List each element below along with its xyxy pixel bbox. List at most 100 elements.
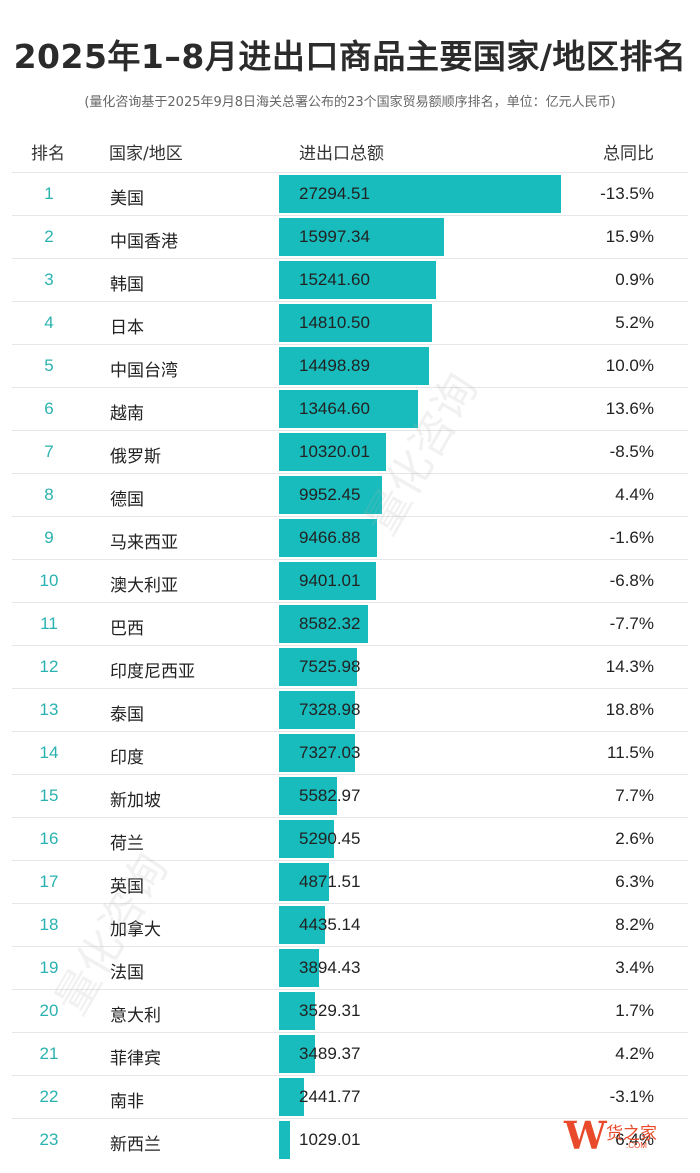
- yoy-cell: 2.6%: [615, 829, 654, 848]
- yoy-cell: -6.8%: [609, 571, 654, 590]
- country-cell: 法国: [110, 963, 144, 983]
- country-cell: 印度: [110, 748, 144, 768]
- amount-cell: 7525.98: [299, 657, 361, 676]
- rank-cell: 8: [44, 485, 54, 504]
- rank-cell: 6: [44, 399, 54, 418]
- amount-cell: 15241.60: [299, 270, 370, 289]
- amount-bar: [279, 562, 376, 600]
- page-subtitle: (量化咨询基于2025年9月8日海关总署公布的23个国家贸易额顺序排名，单位：亿…: [84, 95, 616, 110]
- table-row: 13 泰国 7328.98 18.8%: [12, 688, 688, 732]
- amount-bar: [279, 218, 444, 256]
- rank-cell: 14: [39, 743, 59, 762]
- country-cell: 南非: [110, 1092, 144, 1112]
- country-cell: 新西兰: [110, 1135, 161, 1155]
- amount-cell: 5582.97: [299, 786, 361, 805]
- amount-bar: [279, 863, 329, 901]
- yoy-cell: 0.9%: [615, 270, 654, 289]
- country-cell: 俄罗斯: [110, 447, 161, 467]
- amount-bar: [279, 304, 432, 342]
- yoy-cell: 3.4%: [615, 958, 654, 977]
- country-cell: 巴西: [110, 619, 144, 639]
- yoy-cell: 18.8%: [605, 700, 654, 719]
- table-row: 17 英国 4871.51 6.3%: [12, 860, 688, 904]
- amount-bar: [279, 476, 382, 514]
- yoy-cell: 7.7%: [615, 786, 654, 805]
- rank-cell: 9: [44, 528, 54, 547]
- table-row: 18 加拿大 4435.14 8.2%: [12, 903, 688, 947]
- country-cell: 日本: [110, 318, 144, 338]
- table-row: 10 澳大利亚 9401.01 -6.8%: [12, 559, 688, 603]
- yoy-cell: 10.0%: [605, 356, 654, 375]
- country-cell: 美国: [110, 189, 144, 209]
- table-row: 9 马来西亚 9466.88 -1.6%: [12, 516, 688, 560]
- rank-cell: 5: [44, 356, 54, 375]
- country-cell: 英国: [110, 877, 144, 897]
- amount-bar: [279, 1078, 304, 1116]
- amount-cell: 4871.51: [299, 872, 361, 891]
- country-cell: 中国台湾: [110, 361, 178, 381]
- country-cell: 德国: [110, 490, 144, 510]
- rank-cell: 23: [39, 1130, 59, 1149]
- header-country: 国家/地区: [109, 144, 183, 164]
- logo-domain: .COM: [626, 1141, 647, 1150]
- amount-cell: 9466.88: [299, 528, 361, 547]
- amount-bar: [279, 906, 325, 944]
- yoy-cell: 13.6%: [605, 399, 654, 418]
- rank-cell: 22: [39, 1087, 59, 1106]
- table-row: 1 美国 27294.51 -13.5%: [12, 172, 688, 216]
- country-cell: 中国香港: [110, 232, 178, 252]
- rank-cell: 17: [39, 872, 59, 891]
- amount-cell: 9401.01: [299, 571, 361, 590]
- rank-cell: 21: [39, 1044, 59, 1063]
- yoy-cell: 4.4%: [615, 485, 654, 504]
- table-row: 23 新西兰 1029.01 6.4%: [12, 1118, 688, 1162]
- table-row: 21 菲律宾 3489.37 4.2%: [12, 1032, 688, 1076]
- amount-bar: [279, 175, 561, 213]
- country-cell: 荷兰: [110, 834, 144, 854]
- amount-bar: [279, 347, 429, 385]
- amount-bar: [279, 261, 436, 299]
- amount-bar: [279, 820, 334, 858]
- rank-cell: 20: [39, 1001, 59, 1020]
- amount-cell: 8582.32: [299, 614, 361, 633]
- logo-text: 货之家: [606, 1124, 657, 1144]
- rank-cell: 18: [39, 915, 59, 934]
- rank-cell: 15: [39, 786, 59, 805]
- amount-cell: 3529.31: [299, 1001, 361, 1020]
- amount-bar: [279, 433, 386, 471]
- country-cell: 马来西亚: [110, 533, 178, 553]
- country-cell: 菲律宾: [110, 1049, 161, 1069]
- rank-cell: 19: [39, 958, 59, 977]
- logo-mark: W: [564, 1113, 607, 1158]
- yoy-cell: -7.7%: [609, 614, 654, 633]
- country-cell: 越南: [110, 404, 144, 424]
- header-yoy: 总同比: [603, 144, 654, 164]
- rank-cell: 10: [39, 571, 59, 590]
- rank-cell: 13: [39, 700, 59, 719]
- table-row: 16 荷兰 5290.45 2.6%: [12, 817, 688, 861]
- amount-bar: [279, 648, 357, 686]
- amount-cell: 1029.01: [299, 1130, 361, 1149]
- site-logo: W 货之家 .COM: [564, 1113, 692, 1158]
- amount-cell: 7328.98: [299, 700, 361, 719]
- country-cell: 韩国: [110, 275, 144, 295]
- amount-bar: [279, 949, 319, 987]
- country-cell: 印度尼西亚: [110, 662, 195, 682]
- table-row: 7 俄罗斯 10320.01 -8.5%: [12, 430, 688, 474]
- amount-bar: [279, 734, 355, 772]
- yoy-cell: 8.2%: [615, 915, 654, 934]
- amount-cell: 2441.77: [299, 1087, 361, 1106]
- rank-cell: 11: [40, 614, 58, 633]
- table-row: 14 印度 7327.03 11.5%: [12, 731, 688, 775]
- amount-cell: 7327.03: [299, 743, 361, 762]
- amount-cell: 15997.34: [299, 227, 370, 246]
- country-cell: 泰国: [110, 705, 144, 725]
- table-row: 5 中国台湾 14498.89 10.0%: [12, 344, 688, 388]
- header-rank: 排名: [31, 144, 65, 164]
- amount-bar: [279, 519, 377, 557]
- yoy-cell: 11.5%: [607, 743, 654, 762]
- yoy-cell: -8.5%: [609, 442, 654, 461]
- amount-cell: 14810.50: [299, 313, 370, 332]
- yoy-cell: 6.3%: [615, 872, 654, 891]
- country-cell: 意大利: [110, 1006, 161, 1026]
